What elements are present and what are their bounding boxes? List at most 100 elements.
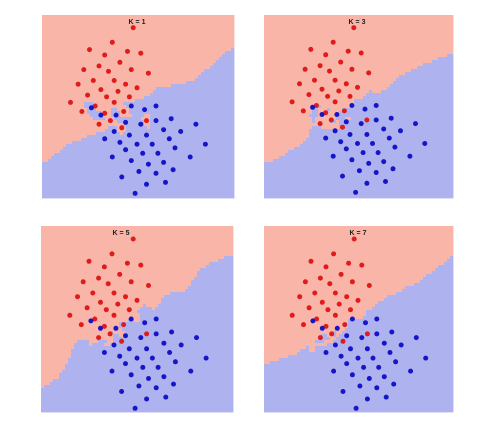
data-point-red <box>302 66 308 72</box>
data-point-red <box>96 275 102 281</box>
data-point-red <box>332 290 338 296</box>
data-point-red <box>109 251 115 257</box>
data-point-red <box>96 63 102 69</box>
data-point-blue <box>338 353 344 359</box>
data-point-red <box>67 312 73 318</box>
data-point-blue <box>119 389 125 394</box>
data-point-blue <box>364 346 370 352</box>
data-point-red <box>138 262 144 268</box>
data-point-red <box>308 46 314 52</box>
data-point-blue <box>161 374 167 380</box>
data-point-blue <box>140 364 146 370</box>
data-point-red <box>117 59 123 65</box>
data-point-red <box>342 322 348 328</box>
data-point-red <box>355 297 361 303</box>
data-point-red <box>111 99 117 105</box>
data-point-blue <box>383 179 388 184</box>
data-point-blue <box>343 119 349 125</box>
data-point-red <box>81 67 87 73</box>
data-point-blue <box>117 139 123 145</box>
data-point-blue <box>391 381 397 387</box>
data-point-blue <box>136 383 142 389</box>
data-point-blue <box>126 346 132 352</box>
data-point-red <box>126 307 132 313</box>
data-point-red <box>319 299 325 305</box>
data-point-blue <box>319 325 325 331</box>
panel-k7: K = 7 <box>264 226 454 413</box>
data-point-red <box>146 283 151 288</box>
data-point-blue <box>172 145 178 151</box>
data-point-blue <box>349 103 355 108</box>
data-point-blue <box>389 329 395 335</box>
data-point-red <box>313 103 319 108</box>
data-point-red <box>312 290 318 296</box>
data-point-blue <box>138 121 144 127</box>
data-point-blue <box>138 335 144 341</box>
data-point-blue <box>370 141 375 146</box>
data-point-blue <box>153 170 159 176</box>
data-point-blue <box>123 119 129 125</box>
data-point-red <box>101 264 107 270</box>
data-point-blue <box>163 179 168 185</box>
data-point-red <box>130 236 136 242</box>
data-point-blue <box>203 355 209 361</box>
data-point-red <box>341 108 347 114</box>
data-point-blue <box>381 159 387 165</box>
data-point-blue <box>349 316 355 322</box>
data-point-red <box>96 335 102 341</box>
data-point-blue <box>334 325 340 331</box>
data-point-blue <box>366 376 372 381</box>
data-point-blue <box>128 372 134 378</box>
data-point-red <box>84 305 90 311</box>
data-point-blue <box>144 346 150 352</box>
data-point-red <box>96 121 102 127</box>
data-point-blue <box>381 340 387 346</box>
data-point-red <box>78 322 84 328</box>
data-point-blue <box>128 103 134 109</box>
data-point-blue <box>330 153 336 159</box>
data-point-red <box>308 258 314 264</box>
data-point-blue <box>360 150 366 156</box>
data-point-red <box>68 99 73 105</box>
data-point-red <box>349 279 355 285</box>
data-point-blue <box>161 127 167 133</box>
data-point-red <box>351 236 357 242</box>
data-point-red <box>366 70 372 76</box>
data-point-blue <box>119 174 125 180</box>
data-point-blue <box>370 355 376 361</box>
data-point-red <box>323 110 329 116</box>
data-point-red <box>332 77 338 83</box>
data-point-red <box>134 85 140 91</box>
data-point-blue <box>132 405 138 411</box>
data-point-blue <box>349 372 355 378</box>
data-point-red <box>306 305 312 311</box>
data-point-blue <box>98 325 103 331</box>
data-point-red <box>145 70 151 76</box>
data-point-blue <box>357 383 363 389</box>
data-point-blue <box>343 146 349 152</box>
data-point-blue <box>386 135 392 141</box>
data-point-red <box>134 297 140 303</box>
data-point-red <box>92 103 98 109</box>
data-point-red <box>355 84 360 90</box>
data-point-blue <box>88 318 94 324</box>
data-point-blue <box>423 355 429 361</box>
data-point-red <box>317 275 323 281</box>
data-point-red <box>344 294 350 300</box>
data-point-blue <box>373 103 379 108</box>
data-point-blue <box>388 115 394 121</box>
data-point-red <box>346 260 352 266</box>
data-point-red <box>325 93 331 99</box>
data-point-blue <box>101 350 107 355</box>
data-point-blue <box>153 385 159 391</box>
data-point-blue <box>123 147 129 153</box>
data-point-red <box>138 50 144 56</box>
data-point-blue <box>347 132 353 137</box>
data-point-red <box>359 262 365 268</box>
data-point-red <box>340 124 345 130</box>
data-point-blue <box>169 329 175 335</box>
data-point-red <box>123 81 129 87</box>
data-point-blue <box>193 121 199 127</box>
data-point-red <box>126 94 132 100</box>
data-point-blue <box>153 103 159 109</box>
